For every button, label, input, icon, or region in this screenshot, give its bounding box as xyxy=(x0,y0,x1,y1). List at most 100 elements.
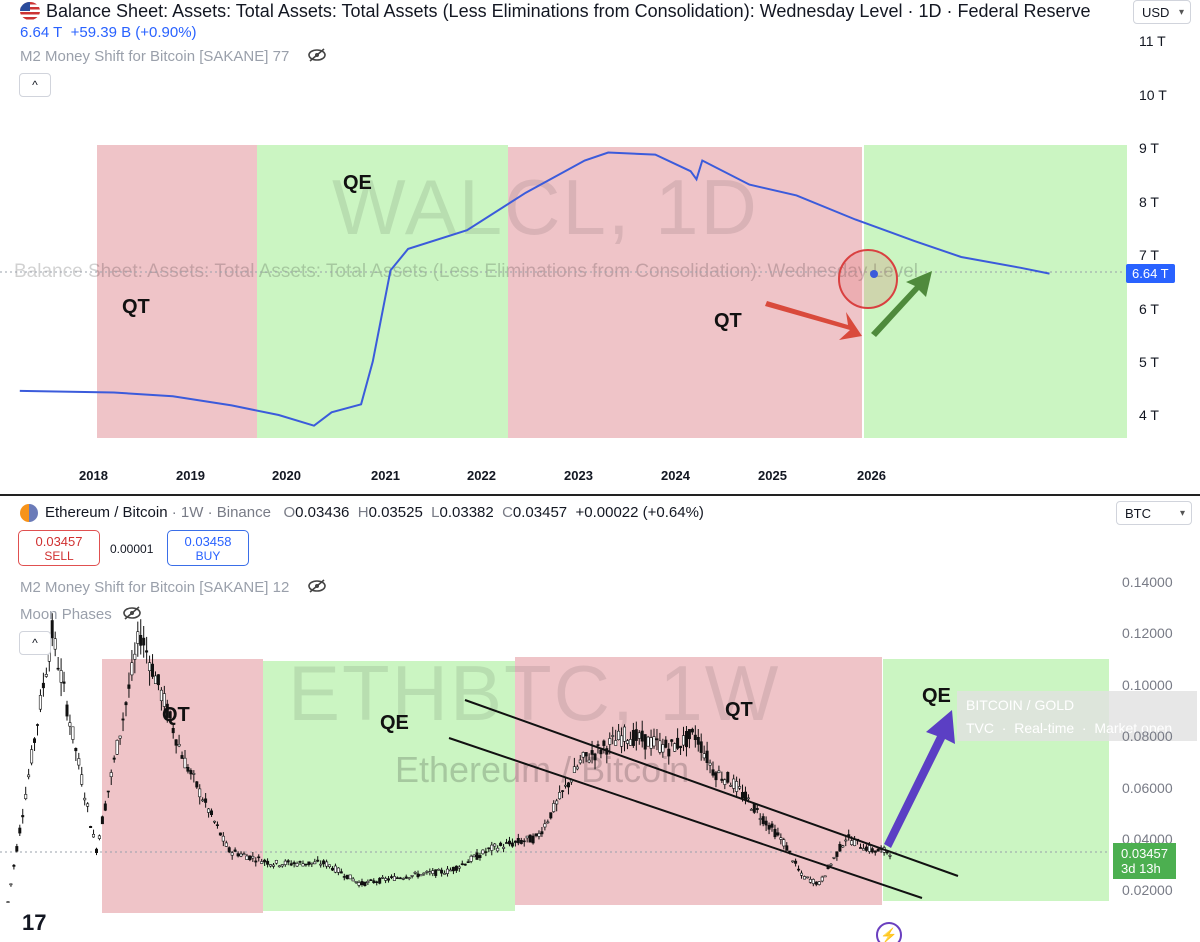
indicator-label[interactable]: M2 Money Shift for Bitcoin [SAKANE] 77 xyxy=(20,48,290,65)
candle-body xyxy=(38,695,42,710)
indicator-label-2[interactable]: Moon Phases xyxy=(20,606,112,623)
walcl-series-line xyxy=(19,151,1050,427)
currency-label: USD xyxy=(1142,5,1170,20)
candle-body xyxy=(708,762,712,766)
candle-body xyxy=(15,846,19,852)
candle-body xyxy=(531,835,535,844)
candle-body xyxy=(510,842,514,847)
candle-body xyxy=(257,856,261,859)
chevron-down-icon: ▾ xyxy=(1179,508,1185,519)
buy-button[interactable]: 0.03458 BUY xyxy=(167,530,249,566)
candle-body xyxy=(384,878,388,881)
candle-body xyxy=(519,839,523,844)
candle-body xyxy=(749,809,753,811)
coin-icon xyxy=(20,504,38,522)
interval-label[interactable]: 1W xyxy=(180,504,204,521)
indicator-label-1[interactable]: M2 Money Shift for Bitcoin [SAKANE] 12 xyxy=(20,579,290,596)
candle-body xyxy=(124,702,128,706)
currency-selector[interactable]: USD ▾ xyxy=(1133,0,1191,24)
candle-body xyxy=(330,867,334,871)
candle-body xyxy=(186,766,190,772)
candle-body xyxy=(327,864,331,867)
candle-body xyxy=(224,842,228,847)
candle-body xyxy=(298,861,302,863)
candle-body xyxy=(289,863,293,866)
eye-hidden-icon[interactable] xyxy=(307,47,327,66)
candle-body xyxy=(785,845,789,851)
collapse-button[interactable]: ^ xyxy=(19,631,51,655)
candle-body xyxy=(534,833,538,836)
candle-body xyxy=(805,876,809,879)
candle-body xyxy=(86,803,90,807)
x-tick-2019: 2019 xyxy=(176,468,205,483)
compare-card-source: TVC xyxy=(966,720,994,736)
candle-body xyxy=(673,743,677,752)
candle-body xyxy=(658,740,662,753)
candle-body xyxy=(242,853,246,856)
candle-body xyxy=(676,737,680,749)
candle-body xyxy=(599,749,603,755)
candle-body xyxy=(558,792,562,800)
candle-body xyxy=(732,778,736,789)
eye-hidden-icon[interactable] xyxy=(307,578,327,597)
sell-button[interactable]: 0.03457 SELL xyxy=(18,530,100,566)
candle-body xyxy=(413,871,417,874)
candle-body xyxy=(705,750,709,763)
candle-body xyxy=(142,637,146,646)
candle-body xyxy=(499,842,503,846)
candle-body xyxy=(561,790,565,792)
candle-body xyxy=(280,864,284,867)
candle-body xyxy=(92,833,96,838)
compare-symbol-card[interactable]: BITCOIN / GOLD TVC · Real-time · Market … xyxy=(957,691,1197,741)
candle-body xyxy=(410,874,414,877)
compare-card-title: BITCOIN / GOLD xyxy=(966,697,1075,713)
ethbtc-chart-pane[interactable]: ETHBTC, 1W Ethereum / Bitcoin QT QE QT Q… xyxy=(0,494,1200,942)
candle-body xyxy=(617,730,621,740)
candle-body xyxy=(696,737,700,745)
candle-body xyxy=(342,876,346,878)
candle-body xyxy=(127,684,131,689)
chart-watermark: ETHBTC, 1W xyxy=(288,649,781,737)
candle-body xyxy=(198,788,202,798)
candle-body xyxy=(83,797,87,801)
eye-hidden-icon[interactable] xyxy=(122,605,142,624)
sell-label: SELL xyxy=(44,549,74,563)
walcl-chart-pane[interactable]: WALCL, 1D Balance Sheet: Assets: Total A… xyxy=(0,0,1200,490)
candle-body xyxy=(357,882,361,886)
current-value: 6.64 T xyxy=(20,24,63,41)
tradingview-logo[interactable]: 17 xyxy=(22,910,47,935)
candle-body xyxy=(227,847,231,853)
channel-upper-line xyxy=(464,699,959,877)
x-tick-2025: 2025 xyxy=(758,468,787,483)
candle-body xyxy=(274,859,278,864)
candle-body xyxy=(80,774,84,785)
candle-body xyxy=(109,772,113,777)
highlight-circle xyxy=(838,249,898,309)
qt-zone-3 xyxy=(102,659,263,913)
candle-body xyxy=(584,752,588,757)
symbol-name[interactable]: Ethereum / Bitcoin xyxy=(45,504,168,521)
ohlc-readout: Ethereum / Bitcoin · 1W · Binance O0.034… xyxy=(45,504,704,521)
candle-body xyxy=(233,849,237,852)
y-tick-0.08: 0.08000 xyxy=(1122,728,1173,744)
candle-body xyxy=(581,752,585,758)
series-title[interactable]: Balance Sheet: Assets: Total Assets: Tot… xyxy=(46,1,1091,21)
currency-selector[interactable]: BTC ▾ xyxy=(1116,501,1192,525)
candle-body xyxy=(210,810,214,815)
candle-body xyxy=(590,750,594,755)
y-tick-0.02: 0.02000 xyxy=(1122,882,1173,898)
candle-body xyxy=(575,766,579,770)
candle-body xyxy=(32,738,36,743)
y-tick-6t: 6 T xyxy=(1139,301,1159,317)
candle-body xyxy=(814,881,818,885)
candle-body xyxy=(454,865,458,871)
candle-body xyxy=(422,872,426,875)
y-tick-4t: 4 T xyxy=(1139,407,1159,423)
candle-body xyxy=(24,794,28,799)
y-tick-9t: 9 T xyxy=(1139,140,1159,156)
collapse-button[interactable]: ^ xyxy=(19,73,51,97)
lightning-icon[interactable]: ⚡ xyxy=(876,922,902,942)
candle-body xyxy=(103,803,107,811)
candle-body xyxy=(873,850,877,853)
candle-body xyxy=(12,864,16,867)
